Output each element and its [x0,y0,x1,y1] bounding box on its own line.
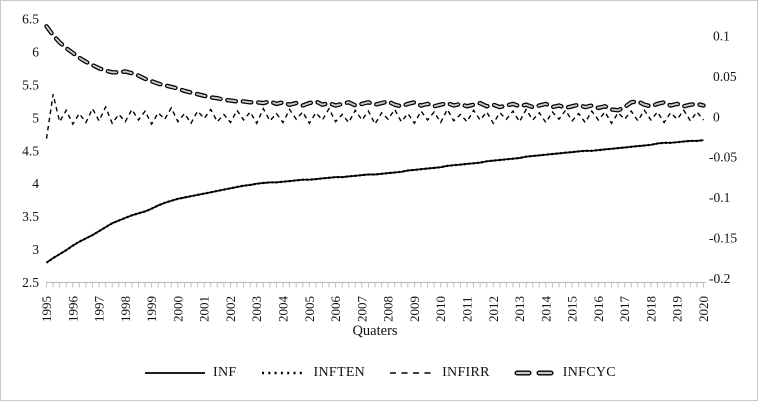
right-axis-tick-label: -0.1 [709,190,730,205]
legend-item-infcyc: INFCYC [514,365,616,381]
x-tick-label: 2010 [433,296,448,322]
left-axis-tick-label: 6.5 [22,12,39,27]
legend-line-thick-dash-icon [514,370,556,376]
series-line-infcyc [45,25,705,112]
left-axis-tick-label: 4.5 [22,143,39,158]
series-line-infirr [45,94,705,139]
x-tick-label: 2000 [170,296,185,322]
left-axis-tick-label: 3 [32,242,39,257]
x-tick-label: 2014 [538,296,553,323]
x-tick-label: 2004 [276,296,291,323]
x-tick-label: 1998 [118,296,133,322]
series-line-inf [46,139,704,264]
x-tick-label: 2008 [381,296,396,322]
left-axis-tick-label: 6 [32,44,39,59]
left-axis-tick-label: 5 [32,110,39,125]
x-tick-label: 2006 [328,296,343,323]
x-tick-label: 1999 [144,296,159,322]
legend-line-dotted-icon [261,371,306,375]
legend-label-inften: INFTEN [313,365,366,380]
x-axis-title: Quaters [352,323,398,339]
legend-label-infcyc: INFCYC [562,365,616,380]
series-line-infcyc [44,24,706,113]
x-tick-label: 2019 [670,296,685,322]
x-tick-label: 2002 [223,296,238,322]
right-axis-tick-label: 0 [713,109,720,124]
x-tick-label: 1996 [65,296,80,323]
x-tick-label: 2013 [512,296,527,322]
right-axis-tick-label: -0.05 [709,150,737,165]
chart-legend: INF INFTEN INFIRR INFCYC [1,365,757,381]
x-tick-label: 2012 [486,296,501,322]
x-tick-label: 2009 [407,296,422,322]
x-tick-label: 2007 [354,296,369,323]
legend-label-inf: INF [213,365,237,380]
x-tick-label: 2017 [617,296,632,323]
right-axis-tick-label: 0.05 [713,69,737,84]
legend-item-inften: INFTEN [261,365,366,381]
x-tick-label: 2001 [197,296,212,322]
x-tick-label: 2003 [249,296,264,322]
left-axis-tick-label: 5.5 [22,77,39,92]
right-axis-tick-label: -0.15 [709,231,737,246]
right-axis-tick-label: 0.1 [713,28,730,43]
x-tick-label: 2011 [459,296,474,322]
right-axis-tick-label: -0.2 [709,271,730,286]
x-tick-label: 2018 [643,296,658,322]
x-tick-label: 1997 [92,296,107,323]
left-axis-tick-label: 4 [32,176,39,191]
left-axis-tick-label: 3.5 [22,209,39,224]
left-axis-tick-label: 2.5 [22,275,39,290]
x-tick-label: 2020 [696,296,711,322]
legend-label-infirr: INFIRR [442,365,490,380]
x-tick-label: 2005 [302,296,317,322]
x-tick-label: 2015 [565,296,580,322]
legend-line-solid-icon [145,372,206,374]
series-line-inften [45,139,704,264]
x-tick-label: 2016 [591,296,606,323]
dual-axis-line-chart: 1995 1996 1997 1998 1999 2000 2001 2002 2003 2004… [22,12,737,323]
legend-line-dashed-icon [390,372,435,374]
legend-item-inf: INF [144,365,236,381]
x-tick-label: 1995 [39,296,54,322]
legend-item-infirr: INFIRR [389,365,490,381]
